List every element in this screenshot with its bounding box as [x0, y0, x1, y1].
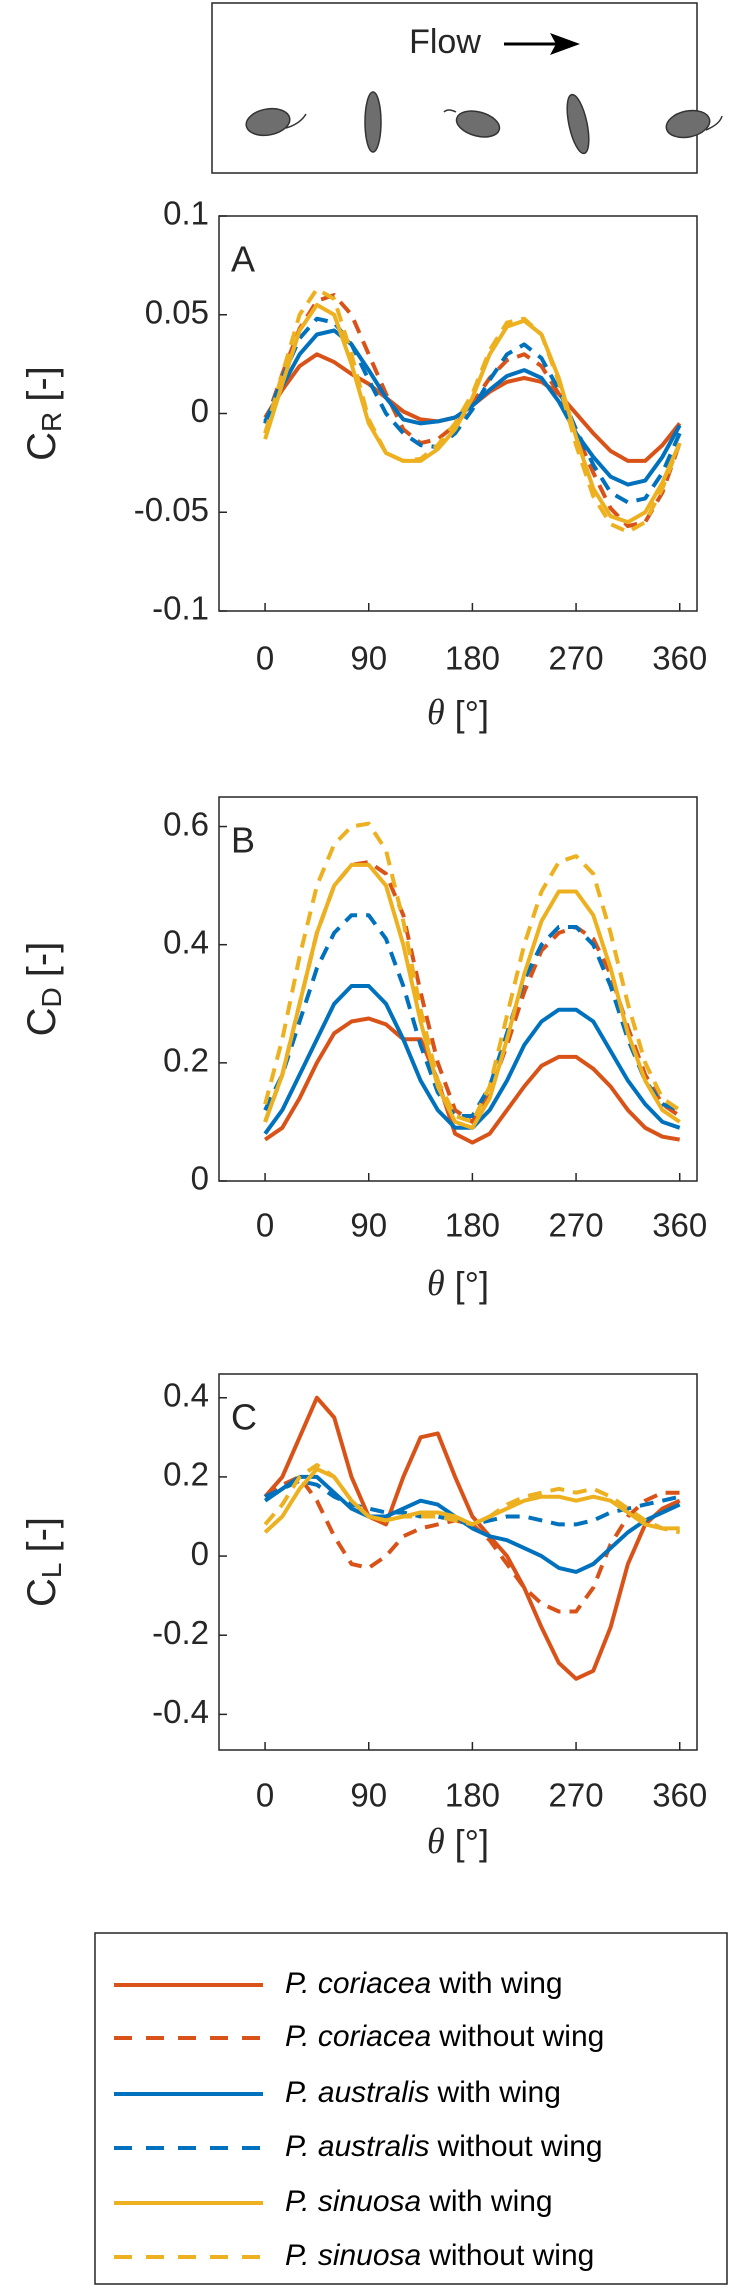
x-tick-label: 90: [350, 640, 387, 677]
y-tick-label: -0.1: [152, 590, 209, 627]
y-tick-label: 0: [191, 392, 209, 429]
legend-text: with wing: [437, 2076, 561, 2109]
y-label-subscript: D: [36, 987, 67, 1007]
data-line: [263, 302, 682, 525]
y-axis-label: CD [-]: [20, 942, 68, 1037]
panel-label: C: [231, 1397, 257, 1438]
plot-area: [218, 1373, 698, 1751]
data-line: [263, 913, 681, 1118]
y-tick-label: -0.4: [152, 1693, 209, 1730]
x-tick-label: 90: [350, 1777, 387, 1814]
data-line: [263, 316, 682, 505]
seed-shapes: [245, 91, 723, 155]
data-line: [263, 821, 681, 1124]
y-tick-label: 0.05: [145, 293, 209, 330]
data-line: [263, 1395, 681, 1681]
x-label-symbol: θ: [427, 692, 445, 732]
panel-label: B: [231, 820, 255, 861]
flow-label: Flow: [409, 23, 481, 61]
y-axis-label: CL [-]: [20, 1517, 68, 1607]
x-tick-label: 180: [445, 1777, 500, 1814]
y-label-symbol: C: [20, 1578, 64, 1607]
y-tick-label: 0: [191, 1535, 209, 1572]
data-line: [263, 1463, 681, 1535]
legend-text: without wing: [428, 2239, 594, 2272]
legend-label: P. australis without wing: [285, 2130, 603, 2163]
legend-species: P. australis: [285, 2076, 430, 2109]
data-line: [263, 862, 681, 1130]
y-tick-label: 0.6: [163, 805, 209, 842]
x-label-unit: [°]: [455, 693, 489, 734]
x-tick-label: 360: [652, 640, 707, 677]
y-tick-label: 0.4: [163, 1376, 209, 1413]
x-axis-label: θ [°]: [427, 1821, 489, 1862]
y-label-subscript: L: [36, 1563, 67, 1579]
y-tick-label: 0.2: [163, 1042, 209, 1079]
y-label-unit: [-]: [20, 366, 64, 402]
data-line: [263, 860, 681, 1124]
legend-species: P. australis: [285, 2130, 430, 2163]
legend-species: P. sinuosa: [285, 2185, 421, 2218]
legend-box: [94, 1932, 728, 2285]
legend-text: with wing: [428, 2185, 552, 2218]
panel-label: A: [231, 239, 255, 280]
x-tick-label: 270: [549, 640, 604, 677]
x-tick-label: 0: [256, 1777, 274, 1814]
x-tick-label: 270: [549, 1777, 604, 1814]
x-tick-label: 270: [549, 1207, 604, 1244]
y-label-subscript: R: [36, 412, 67, 432]
legend-species: P. sinuosa: [285, 2239, 421, 2272]
flow-arrow: [504, 33, 580, 55]
data-line: [263, 1474, 681, 1574]
x-label-symbol: θ: [427, 1821, 445, 1861]
x-tick-label: 180: [445, 640, 500, 677]
y-label-symbol: C: [20, 432, 64, 461]
y-tick-label: 0: [191, 1160, 209, 1197]
x-tick-label: 90: [350, 1207, 387, 1244]
x-label-unit: [°]: [455, 1264, 489, 1305]
diagram-box: [211, 2, 698, 174]
x-tick-label: 360: [652, 1207, 707, 1244]
y-tick-label: 0.4: [163, 923, 209, 960]
y-tick-label: 0.1: [163, 195, 209, 232]
legend-label: P. sinuosa with wing: [285, 2185, 553, 2218]
legend-species: P. coriacea: [285, 1967, 431, 2000]
x-tick-label: 0: [256, 1207, 274, 1244]
x-axis-label: θ [°]: [427, 1263, 489, 1304]
y-tick-label: 0.2: [163, 1456, 209, 1493]
x-axis-label: θ [°]: [427, 692, 489, 733]
x-label-symbol: θ: [427, 1263, 445, 1303]
y-label-unit: [-]: [20, 1517, 64, 1553]
y-axis-label: CR [-]: [20, 366, 68, 461]
legend-species: P. coriacea: [285, 2020, 431, 2053]
y-tick-label: -0.05: [134, 491, 209, 528]
x-label-unit: [°]: [455, 1822, 489, 1863]
legend-label: P. coriacea with wing: [285, 1967, 563, 2000]
y-label-symbol: C: [20, 1007, 64, 1036]
y-label-unit: [-]: [20, 942, 64, 978]
x-tick-label: 180: [445, 1207, 500, 1244]
x-tick-label: 0: [256, 640, 274, 677]
y-tick-label: -0.2: [152, 1614, 209, 1651]
legend-text: with wing: [438, 1967, 562, 2000]
data-line: [263, 328, 682, 487]
data-line: [263, 1016, 681, 1145]
data-line: [263, 287, 682, 534]
legend-label: P. coriacea without wing: [285, 2020, 604, 2053]
x-tick-label: 360: [652, 1777, 707, 1814]
legend-text: without wing: [437, 2130, 603, 2163]
legend-text: without wing: [438, 2020, 604, 2053]
legend-label: P. australis with wing: [285, 2076, 561, 2109]
legend-label: P. sinuosa without wing: [285, 2239, 594, 2272]
